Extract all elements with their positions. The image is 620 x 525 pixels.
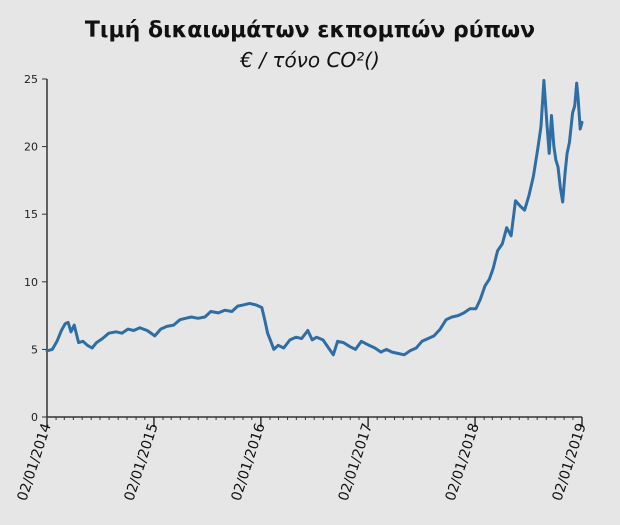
x-tick-label: 02/01/2017 — [336, 421, 376, 503]
y-tick-label: 25 — [24, 73, 38, 86]
chart-subtitle: € / τόνο CO²() — [240, 48, 380, 72]
chart-title: Τιμή δικαιωμάτων εκπομπών ρύπων — [84, 18, 536, 43]
y-tick-label: 0 — [31, 411, 38, 424]
x-tick-label: 02/01/2019 — [550, 421, 590, 503]
x-tick-label: 02/01/2018 — [443, 421, 483, 503]
y-tick-label: 15 — [24, 208, 38, 221]
y-tick-label: 20 — [24, 141, 38, 154]
y-tick-label: 10 — [24, 276, 38, 289]
x-tick-label: 02/01/2014 — [15, 421, 55, 503]
series-line — [45, 78, 584, 357]
x-tick-label: 02/01/2016 — [229, 421, 269, 503]
x-tick-label: 02/01/2015 — [122, 421, 162, 503]
y-tick-label: 5 — [31, 343, 38, 356]
